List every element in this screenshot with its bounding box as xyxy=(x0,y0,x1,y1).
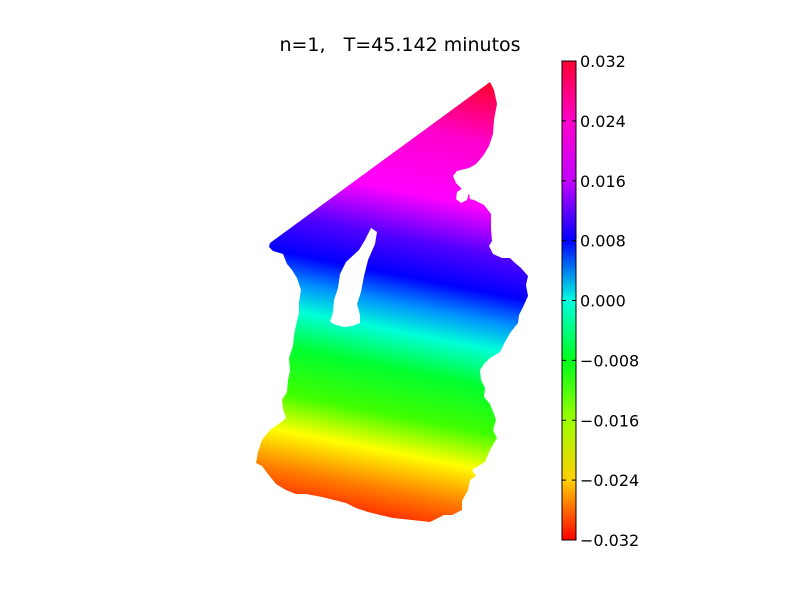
colorbar-ticks: 0.032 0.024 0.016 0.008 0.000 −0.008 −0.016 −0.… xyxy=(562,52,639,550)
field-region xyxy=(256,82,528,522)
colorbar-tick-label: 0.016 xyxy=(580,172,626,191)
field-hole xyxy=(456,188,469,203)
colorbar-tick-label: 0.024 xyxy=(580,112,626,131)
colorbar-tick-label: −0.032 xyxy=(580,531,639,550)
colorbar-tick-label: 0.032 xyxy=(580,52,626,71)
colorbar-tick-label: 0.008 xyxy=(580,232,626,251)
chart-title: n=1, T=45.142 minutos xyxy=(279,34,521,56)
colorbar-tick-label: −0.024 xyxy=(580,471,639,490)
colorbar-tick-label: 0.000 xyxy=(580,292,626,311)
colorbar-tick-label: −0.016 xyxy=(580,411,639,430)
colorbar-tick-label: −0.008 xyxy=(580,351,639,370)
